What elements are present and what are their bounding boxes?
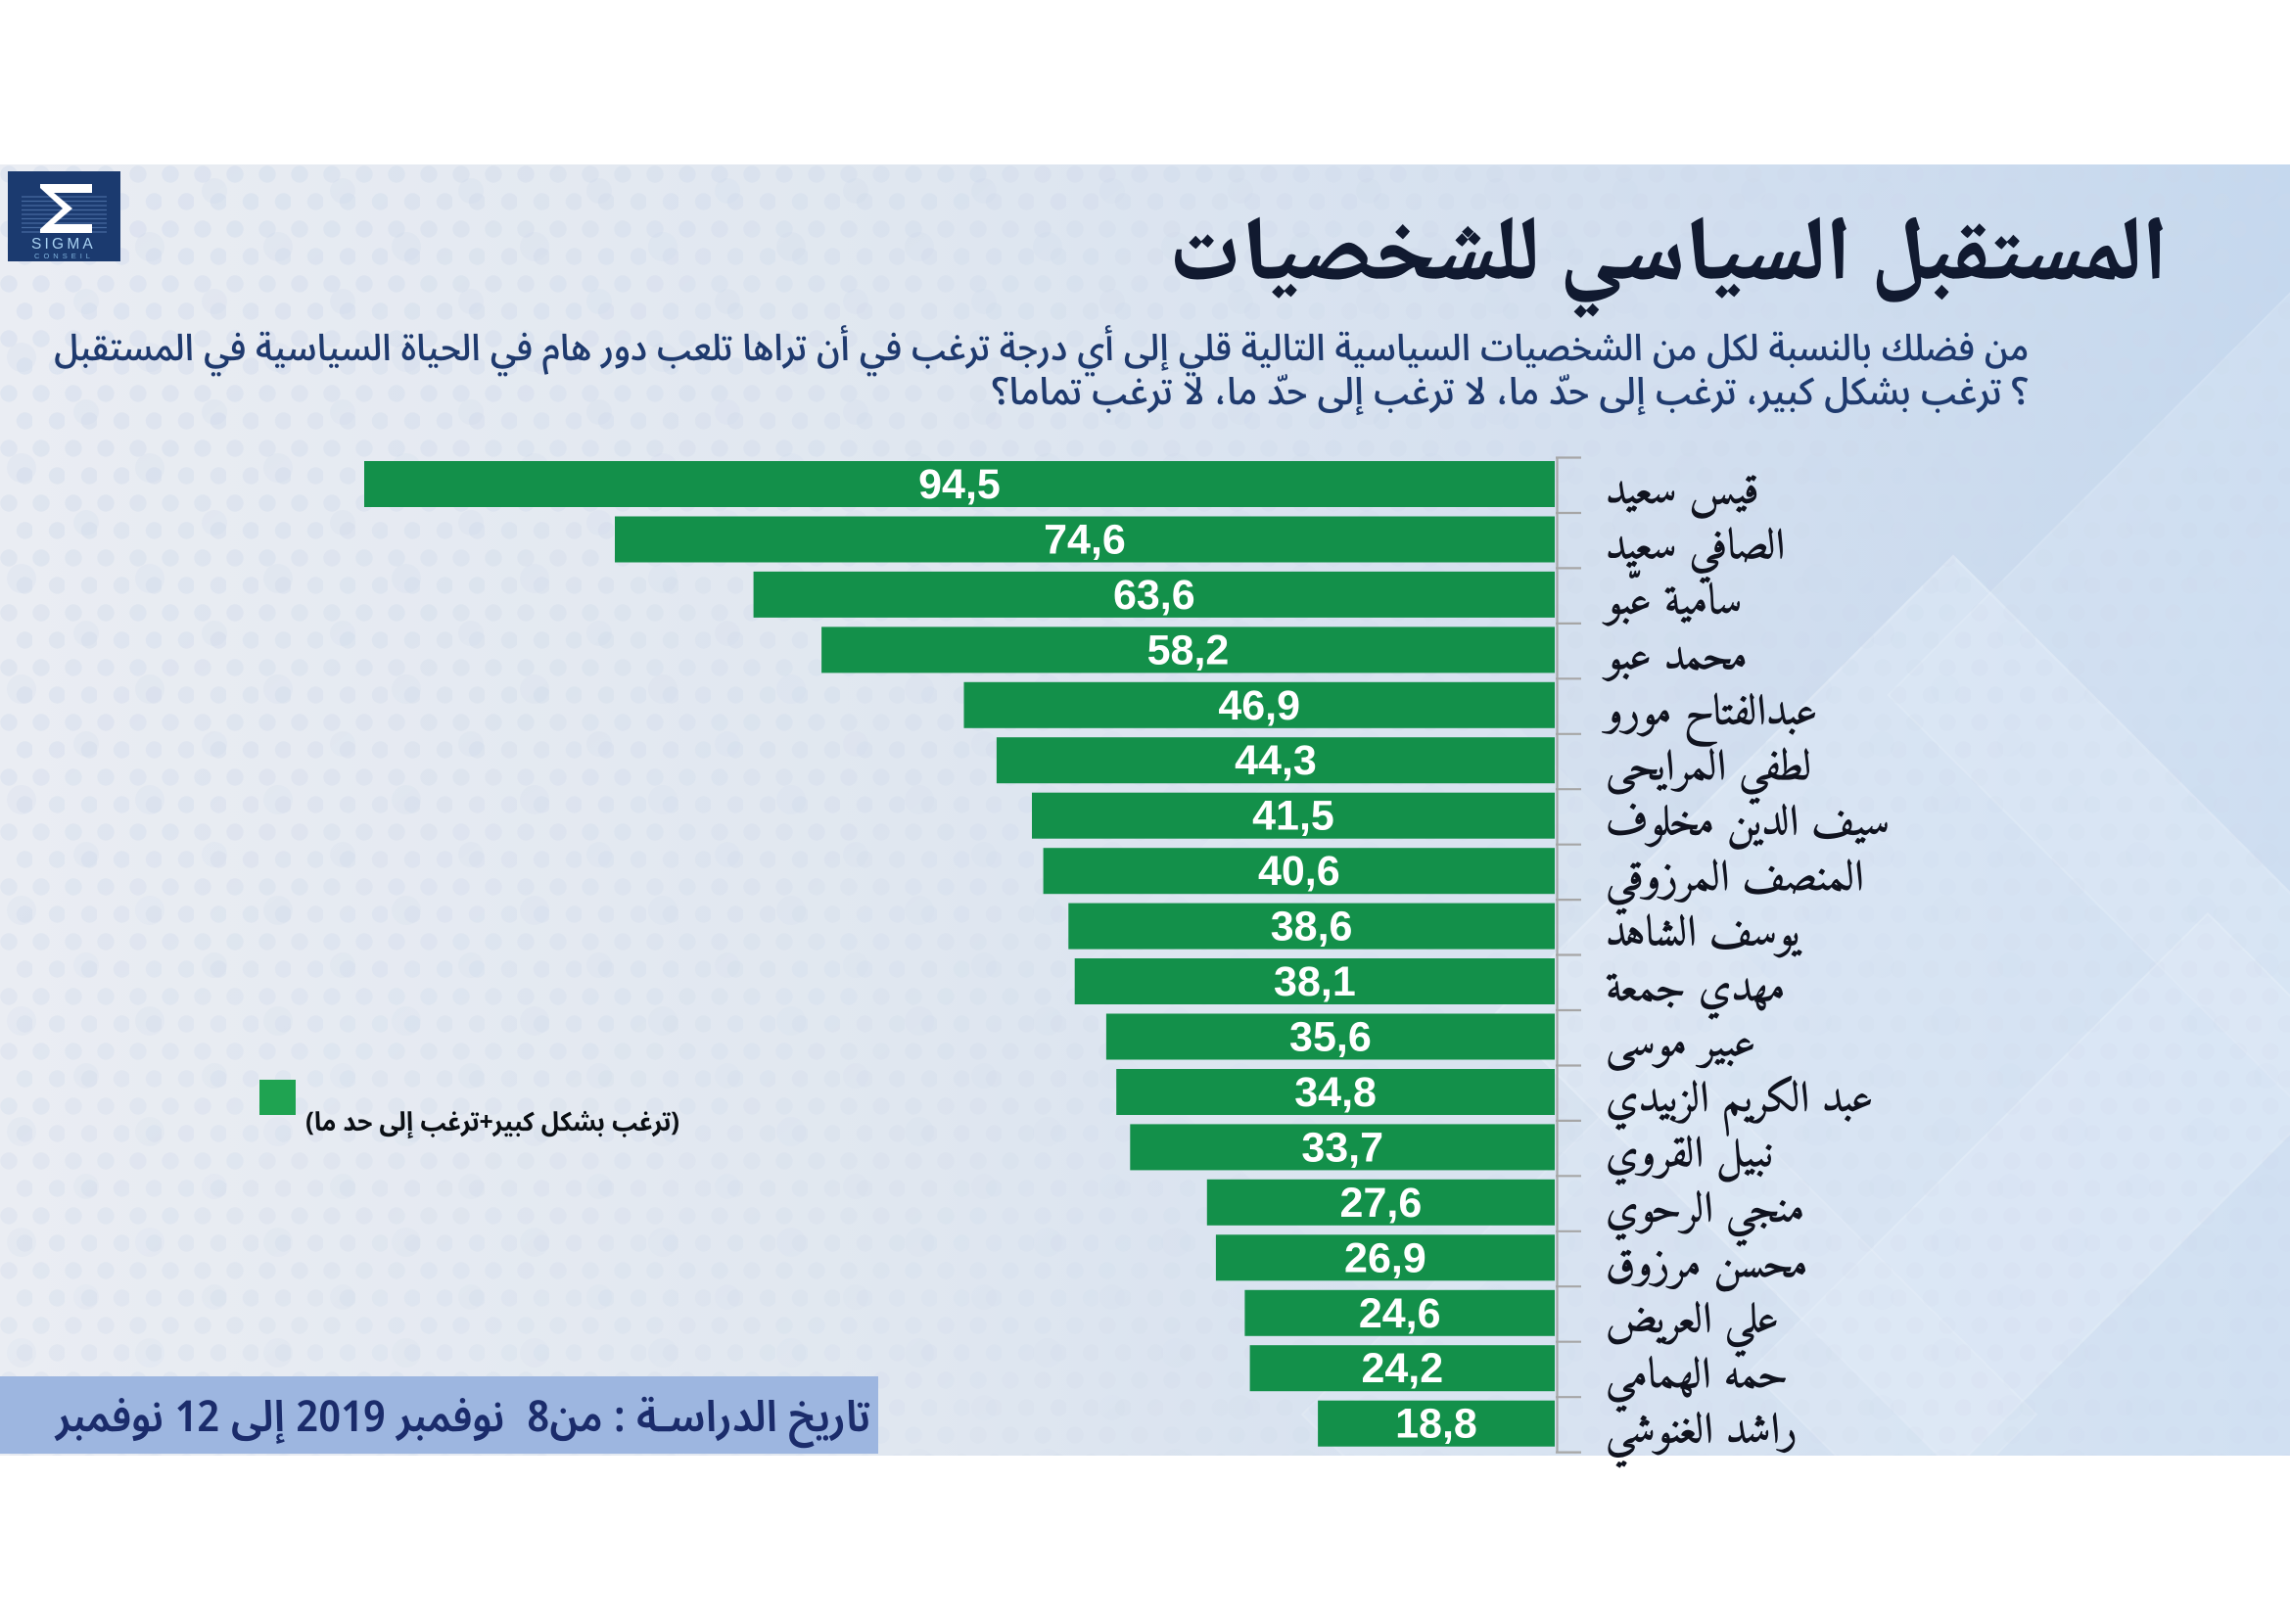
- svg-text:24,6: 24,6: [1359, 1290, 1441, 1337]
- svg-text:94,5: 94,5: [918, 461, 1001, 508]
- svg-text:38,6: 38,6: [1271, 904, 1353, 951]
- svg-text:34,8: 34,8: [1294, 1069, 1377, 1116]
- svg-text:44,3: 44,3: [1235, 737, 1317, 784]
- svg-text:63,6: 63,6: [1113, 572, 1195, 619]
- svg-text:40,6: 40,6: [1258, 848, 1340, 895]
- svg-text:58,2: 58,2: [1147, 626, 1230, 673]
- svg-text:46,9: 46,9: [1218, 682, 1300, 729]
- svg-text:18,8: 18,8: [1395, 1401, 1477, 1448]
- svg-text:41,5: 41,5: [1252, 793, 1334, 840]
- svg-text:33,7: 33,7: [1301, 1124, 1383, 1171]
- svg-text:35,6: 35,6: [1289, 1014, 1372, 1061]
- svg-text:SIGMA: SIGMA: [31, 236, 96, 253]
- svg-text:26,9: 26,9: [1344, 1234, 1426, 1281]
- svg-text:38,1: 38,1: [1274, 958, 1356, 1005]
- svg-text:24,2: 24,2: [1361, 1345, 1443, 1392]
- svg-text:74,6: 74,6: [1044, 517, 1126, 564]
- svg-text:27,6: 27,6: [1340, 1180, 1423, 1227]
- svg-text:CONSEIL: CONSEIL: [34, 252, 94, 260]
